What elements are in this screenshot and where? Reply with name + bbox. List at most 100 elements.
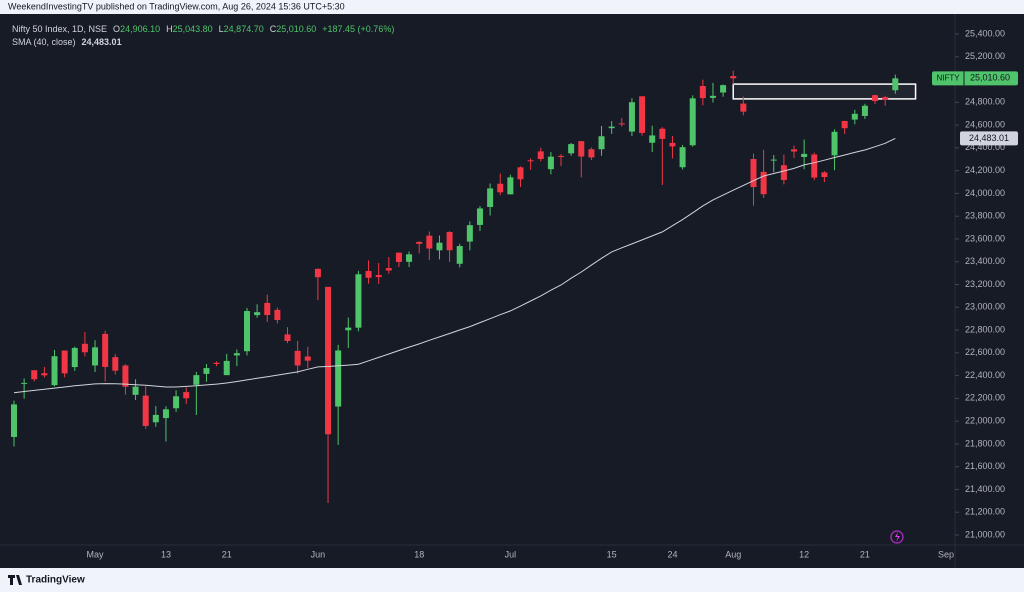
candle-body	[466, 225, 473, 242]
y-tick-label: 21,000.00	[965, 529, 1005, 539]
candle-body	[274, 309, 281, 321]
y-tick-label: 24,000.00	[965, 188, 1005, 198]
candle-body	[61, 350, 68, 374]
y-tick-label: 22,800.00	[965, 324, 1005, 334]
y-tick-label: 23,600.00	[965, 233, 1005, 243]
candle-body	[456, 246, 463, 264]
ohlc-value: 24,874.70	[224, 24, 264, 34]
symbol: Nifty 50 Index, 1D, NSE	[12, 24, 107, 34]
candle-body	[760, 171, 767, 195]
chart-background	[0, 14, 1024, 568]
candle-body	[21, 382, 28, 384]
y-tick-label: 23,200.00	[965, 279, 1005, 289]
candle-body	[385, 268, 392, 271]
candle-body	[71, 347, 78, 368]
candle-body	[669, 142, 676, 147]
candle-body	[568, 144, 575, 154]
candle-body	[294, 350, 301, 366]
candle-body	[750, 159, 757, 188]
y-tick-label: 24,400.00	[965, 142, 1005, 152]
candle-body	[831, 131, 838, 156]
change: +187.45 (+0.76%)	[322, 24, 394, 34]
candle-body	[821, 172, 828, 178]
x-tick-label: 12	[799, 549, 809, 559]
candle-body	[102, 333, 109, 367]
candle-body	[132, 386, 139, 395]
candle-body	[81, 343, 88, 353]
y-tick-label: 21,600.00	[965, 461, 1005, 471]
candle-body	[639, 96, 646, 133]
candle-body	[882, 97, 889, 100]
x-tick-label: May	[87, 549, 105, 559]
candle-body	[507, 177, 514, 195]
price-tag-name: NIFTY	[936, 73, 960, 82]
candle-body	[203, 368, 210, 374]
x-tick-label: 18	[414, 549, 424, 559]
candle-body	[558, 155, 565, 157]
ohlc-value: 25,010.60	[276, 24, 316, 34]
x-tick-label: 13	[161, 549, 171, 559]
candle-body	[487, 188, 494, 207]
candle-body	[649, 135, 656, 143]
ohlc-value: 25,043.80	[173, 24, 213, 34]
candle-body	[375, 275, 382, 278]
candle-body	[304, 356, 311, 361]
candle-body	[517, 167, 524, 180]
x-tick-label: Aug	[725, 549, 741, 559]
candle-body	[406, 254, 413, 262]
candle-body	[740, 103, 747, 112]
candle-body	[31, 370, 38, 380]
ohlc-label: H	[166, 24, 173, 34]
ohlc-label: C	[270, 24, 277, 34]
candle-body	[233, 353, 240, 356]
publisher: WeekendInvestingTV published on TradingV…	[8, 1, 345, 11]
candle-body	[152, 414, 159, 423]
price-tag	[932, 71, 1018, 86]
candle-body	[841, 120, 848, 129]
candle-body	[608, 126, 615, 129]
y-tick-label: 22,000.00	[965, 416, 1005, 426]
candle-body	[365, 270, 372, 278]
brand: TradingView	[26, 575, 85, 586]
y-tick-label: 21,200.00	[965, 507, 1005, 517]
y-tick-label: 23,400.00	[965, 256, 1005, 266]
y-tick-label: 21,800.00	[965, 438, 1005, 448]
ohlc-label: O	[113, 24, 120, 34]
candle-body	[699, 86, 706, 99]
price-tag-value: 25,010.60	[970, 73, 1010, 83]
candle-body	[861, 105, 868, 116]
candle-body	[436, 242, 443, 251]
ohlc-label: L	[219, 24, 224, 34]
legend-row: Nifty 50 Index, 1D, NSE O24,906.10 H25,043…	[12, 24, 394, 34]
candle-body	[689, 98, 696, 146]
x-tick-label: Jun	[311, 549, 326, 559]
candle-body	[628, 102, 635, 132]
candle-body	[578, 141, 585, 157]
candle-body	[243, 311, 250, 352]
footer-bar	[0, 568, 1024, 592]
candle-body	[598, 136, 605, 150]
candle-body	[872, 95, 879, 102]
candle-body	[162, 409, 169, 419]
candle-body	[11, 404, 17, 437]
candle-body	[355, 274, 362, 328]
candle-body	[92, 347, 99, 366]
y-tick-label: 23,000.00	[965, 302, 1005, 312]
candle-body	[264, 302, 271, 316]
y-tick-label: 23,800.00	[965, 211, 1005, 221]
x-tick-label: 21	[860, 549, 870, 559]
alert-icon[interactable]	[890, 530, 904, 544]
y-tick-label: 24,200.00	[965, 165, 1005, 175]
legend-row: SMA (40, close) 24,483.01	[12, 37, 122, 47]
legend: Nifty 50 Index, 1D, NSE O24,906.10 H25,043…	[12, 24, 394, 47]
y-tick-label: 21,400.00	[965, 484, 1005, 494]
sma-line	[13, 137, 896, 394]
candle-body	[122, 365, 129, 387]
candle-body	[426, 235, 433, 249]
x-tick-label: 24	[667, 549, 677, 559]
candle-body	[659, 128, 666, 139]
sma-value: 24,483.01	[82, 37, 122, 47]
candle-body	[770, 159, 777, 161]
candle-body	[801, 153, 808, 157]
